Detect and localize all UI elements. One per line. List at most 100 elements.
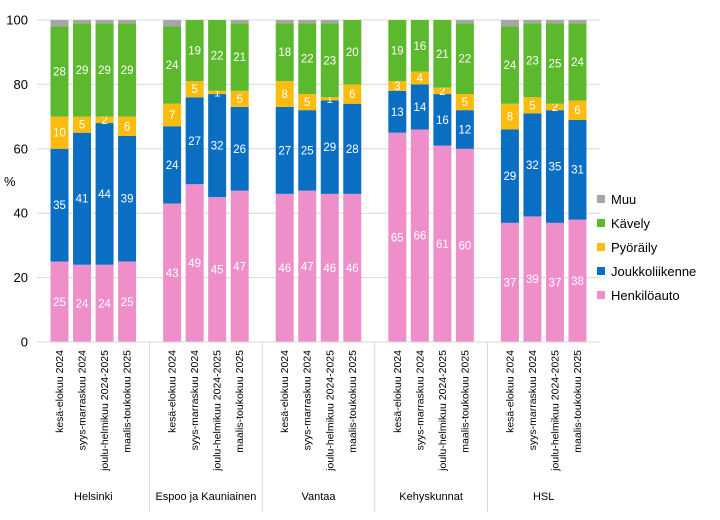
bar-segment-joukkoliikenne — [388, 90, 407, 133]
bar-segment-henkilöauto — [433, 145, 452, 342]
bar-segment-henkilöauto — [118, 261, 137, 342]
bar-segment-joukkoliikenne — [185, 97, 204, 185]
bar-segment-joukkoliikenne — [275, 106, 294, 194]
bar-segment-kävely — [185, 20, 204, 82]
data-label: 29 — [76, 65, 89, 77]
bar-segment-muu — [298, 20, 317, 24]
data-label: 1 — [327, 94, 333, 106]
bar-segment-joukkoliikenne — [545, 110, 564, 223]
legend-label-joukkoliikenne: Joukkoliikenne — [611, 264, 696, 279]
data-label: 23 — [526, 55, 539, 67]
x-category-label: maalis-toukokuu 2025 — [347, 350, 359, 453]
data-label: 26 — [233, 144, 246, 156]
y-tick-label: 80 — [14, 77, 28, 92]
y-tick-label: 60 — [14, 141, 28, 156]
bar-segment-pyöräily — [208, 90, 227, 95]
bar-segment-joukkoliikenne — [208, 94, 227, 198]
bar-segment-kävely — [568, 23, 587, 101]
group-label-espoo-ja-kauniainen: Espoo ja Kauniainen — [155, 491, 256, 503]
x-category-label: kesä-elokuu 2024 — [167, 350, 179, 433]
data-label: 2 — [552, 102, 558, 114]
data-label: 21 — [233, 52, 246, 64]
data-label: 37 — [549, 277, 562, 289]
bar-segment-henkilöauto — [388, 132, 407, 342]
legend-label-kävely: Kävely — [611, 216, 651, 231]
bar-segment-henkilöauto — [298, 190, 317, 342]
bar-segment-pyöräily — [163, 103, 182, 127]
data-label: 24 — [571, 57, 584, 69]
data-label: 25 — [121, 297, 134, 309]
data-label: 32 — [526, 160, 539, 172]
data-label: 6 — [574, 105, 580, 117]
data-label: 14 — [413, 102, 426, 114]
bar-segment-kävely — [523, 23, 542, 98]
bar-segment-henkilöauto — [320, 193, 339, 342]
bar-segment-henkilöauto — [568, 219, 587, 342]
x-category-label: joulu-helmikuu 2024-2025 — [99, 350, 111, 472]
bar-segment-pyöräily — [298, 94, 317, 111]
bar-segment-kävely — [163, 26, 182, 104]
bar-segment-pyöräily — [118, 116, 137, 136]
bar-segment-kävely — [410, 20, 429, 72]
data-label: 43 — [166, 268, 179, 280]
bar-segment-joukkoliikenne — [50, 148, 69, 262]
bar-segment-muu — [73, 20, 92, 24]
bars: 2535102824415292444229253962943247244927… — [50, 20, 587, 342]
bar-segment-joukkoliikenne — [230, 106, 249, 191]
bar-segment-pyöräily — [95, 116, 114, 124]
bar-segment-pyöräily — [50, 116, 69, 149]
x-category-label: kesä-elokuu 2024 — [392, 350, 404, 433]
x-category-label: maalis-toukokuu 2025 — [572, 350, 584, 453]
x-category-label: kesä-elokuu 2024 — [279, 350, 291, 433]
bar-segment-pyöräily — [185, 81, 204, 98]
bar-segment-muu — [500, 20, 519, 27]
bar-segment-pyöräily — [500, 103, 519, 130]
bar-segment-muu — [118, 20, 137, 24]
data-label: 5 — [236, 94, 242, 106]
data-label: 6 — [124, 121, 130, 133]
data-label: 12 — [458, 124, 471, 136]
bar-segment-kävely — [275, 23, 294, 82]
bar-segment-henkilöauto — [163, 203, 182, 342]
bar-segment-kävely — [500, 26, 519, 104]
bar-segment-joukkoliikenne — [523, 113, 542, 217]
y-tick-label: 20 — [14, 270, 28, 285]
data-label: 25 — [549, 58, 562, 70]
x-category-label: joulu-helmikuu 2024-2025 — [324, 350, 336, 472]
x-category-label: maalis-toukokuu 2025 — [122, 350, 134, 453]
bar-segment-henkilöauto — [343, 193, 362, 342]
data-label: 7 — [169, 110, 175, 122]
data-label: 46 — [323, 263, 336, 275]
data-label: 22 — [458, 54, 471, 66]
data-label: 18 — [278, 47, 291, 59]
y-axis-title: % — [4, 174, 16, 189]
bar-segment-kävely — [73, 23, 92, 117]
x-category-label: kesä-elokuu 2024 — [504, 350, 516, 433]
data-label: 28 — [53, 67, 66, 79]
data-label: 22 — [301, 54, 314, 66]
group-label-kehyskunnat: Kehyskunnat — [399, 491, 463, 503]
legend: Muu Kävely Pyöräily Joukkoliikenne Henkilöau… — [597, 192, 696, 303]
data-label: 25 — [53, 297, 66, 309]
data-label: 5 — [304, 97, 310, 109]
data-label: 24 — [76, 298, 89, 310]
bar-segment-pyöräily — [320, 97, 339, 101]
data-label: 8 — [282, 89, 288, 101]
bar-segment-kävely — [50, 26, 69, 117]
bar-segment-henkilöauto — [275, 193, 294, 342]
bar-segment-henkilöauto — [545, 222, 564, 342]
y-tick-label: 0 — [21, 335, 28, 350]
bar-segment-muu — [568, 20, 587, 24]
data-label: 49 — [188, 258, 201, 270]
bar-segment-kävely — [118, 23, 137, 117]
data-label: 39 — [526, 274, 539, 286]
bar-segment-joukkoliikenne — [118, 135, 137, 262]
bar-segment-kävely — [455, 23, 474, 95]
data-label: 24 — [98, 298, 111, 310]
x-category-label: kesä-elokuu 2024 — [54, 350, 66, 433]
data-label: 24 — [166, 160, 179, 172]
bar-segment-muu — [523, 20, 542, 24]
data-label: 19 — [391, 46, 404, 58]
bar-segment-joukkoliikenne — [410, 84, 429, 130]
